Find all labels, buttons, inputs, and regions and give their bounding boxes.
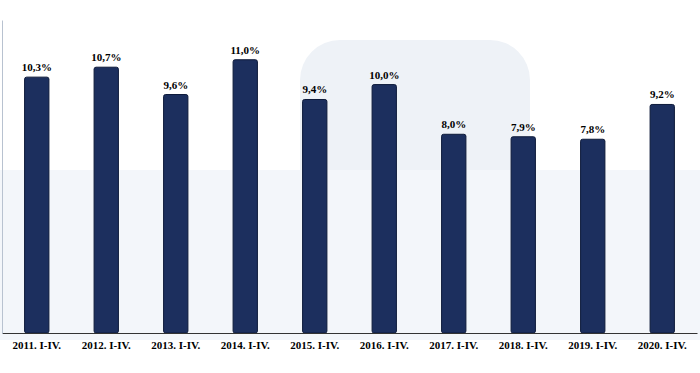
x-axis: 2011. I-IV. 2012. I-IV. 2013. I-IV. 2014. I… [3, 334, 698, 351]
data-label: 10,0% [369, 69, 399, 81]
x-tick-label: 2018. I-IV. [499, 339, 548, 351]
x-tick: 2015. I-IV. [290, 339, 339, 351]
data-labels: 10,3% 10,7% 9,6% 11,0% 9,4% 10,0% 8,0% 7,9% 7,8%… [22, 44, 675, 135]
bar [94, 67, 118, 333]
x-tick: 2016. I-IV. [360, 339, 409, 351]
x-tick-label: 2019. I-IV. [568, 339, 617, 351]
bar [372, 85, 396, 333]
x-tick: 2012. I-IV. [82, 339, 131, 351]
data-label: 10,7% [91, 51, 121, 63]
y-axis [2, 21, 3, 334]
x-tick-label: 2012. I-IV. [82, 339, 131, 351]
bar [25, 77, 49, 333]
data-label: 9,4% [302, 83, 327, 95]
data-label: 11,0% [230, 44, 260, 56]
x-tick: 2017. I-IV. [429, 339, 478, 351]
data-label: 9,2% [650, 88, 675, 100]
bar [511, 137, 535, 333]
x-tick-label: 2011. I-IV. [13, 339, 62, 351]
bar [442, 134, 466, 333]
x-tick: 2013. I-IV. [151, 339, 200, 351]
x-tick: 2020. I-IV. [638, 339, 687, 351]
x-axis-line [3, 333, 698, 334]
x-tick: 2011. I-IV. [13, 339, 62, 351]
data-label: 9,6% [163, 79, 188, 91]
x-tick-label: 2014. I-IV. [221, 339, 270, 351]
data-label: 10,3% [22, 61, 52, 73]
data-label: 8,0% [441, 118, 466, 130]
x-tick-label: 2020. I-IV. [638, 339, 687, 351]
x-tick-label: 2016. I-IV. [360, 339, 409, 351]
x-tick-label: 2015. I-IV. [290, 339, 339, 351]
bar [164, 95, 188, 333]
background [0, 0, 700, 373]
x-tick: 2014. I-IV. [221, 339, 270, 351]
y-axis-line [2, 21, 3, 334]
bar [303, 99, 327, 333]
x-tick-label: 2017. I-IV. [429, 339, 478, 351]
bar [233, 60, 257, 333]
chart: 2011. I-IV. 2012. I-IV. 2013. I-IV. 2014. I… [0, 0, 700, 373]
bars [25, 60, 675, 333]
bar [581, 139, 605, 333]
x-tick: 2019. I-IV. [568, 339, 617, 351]
data-label: 7,9% [511, 121, 536, 133]
bar [650, 104, 674, 333]
background-fill [0, 0, 700, 373]
x-tick-label: 2013. I-IV. [151, 339, 200, 351]
x-tick: 2018. I-IV. [499, 339, 548, 351]
data-label: 7,8% [580, 123, 605, 135]
plot: 2011. I-IV. 2012. I-IV. 2013. I-IV. 2014. I… [3, 21, 698, 351]
